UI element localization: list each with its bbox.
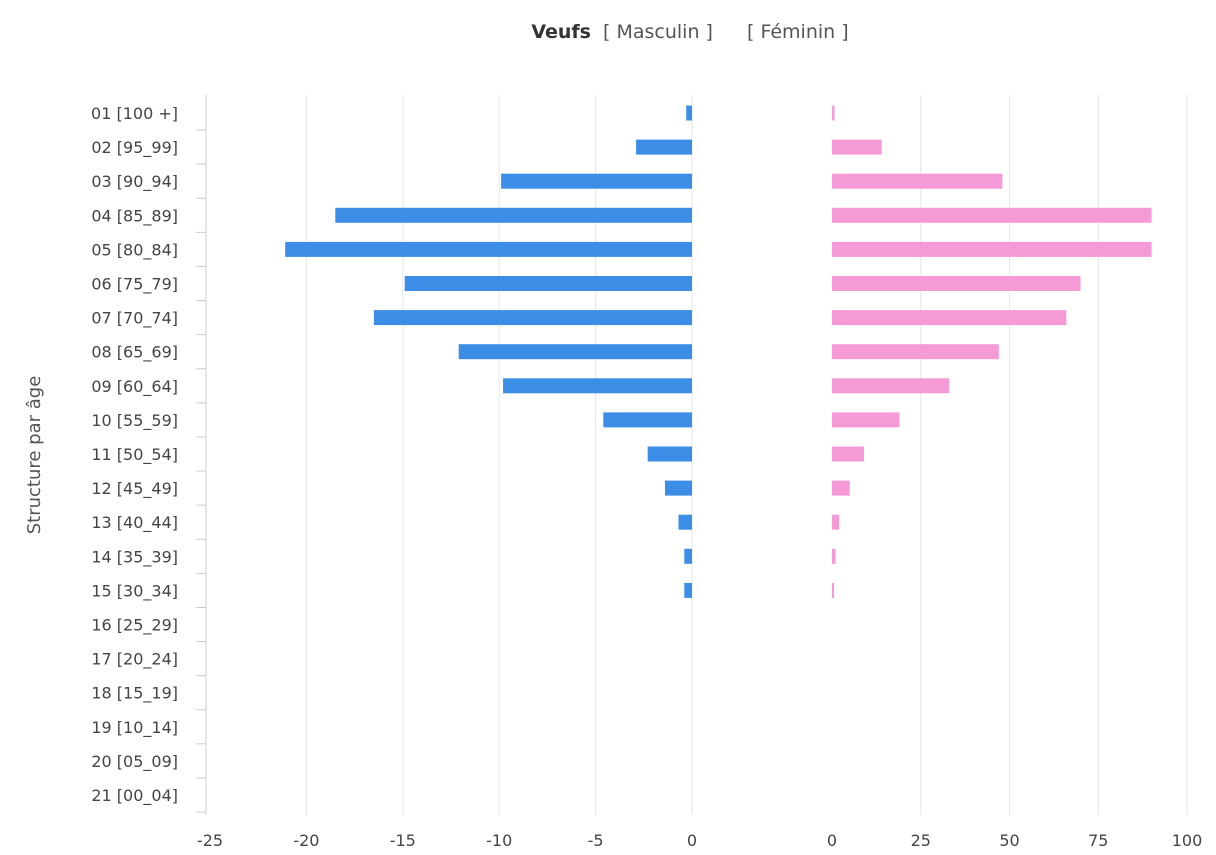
bar-masculin[interactable] xyxy=(665,480,692,496)
bar-masculin[interactable] xyxy=(603,412,692,428)
bar-feminin[interactable] xyxy=(832,139,882,155)
bar-feminin[interactable] xyxy=(832,207,1152,223)
category-label: 15 [30_34] xyxy=(91,581,178,601)
x-tick-label-left: -20 xyxy=(293,831,319,850)
bar-feminin[interactable] xyxy=(832,446,864,462)
category-label: 21 [00_04] xyxy=(91,786,178,806)
x-tick-label-left: 0 xyxy=(687,831,697,850)
category-label: 18 [15_19] xyxy=(91,684,178,704)
legend-masculin[interactable]: [ Masculin ] xyxy=(603,21,713,43)
bar-masculin[interactable] xyxy=(678,514,692,530)
category-label: 02 [95_99] xyxy=(91,138,178,158)
bar-masculin[interactable] xyxy=(686,105,692,121)
bar-masculin[interactable] xyxy=(684,582,692,598)
y-axis-label: Structure par âge xyxy=(24,376,45,535)
x-tick-label-left: -5 xyxy=(588,831,604,850)
bar-feminin[interactable] xyxy=(832,241,1152,257)
bar-feminin[interactable] xyxy=(832,548,836,564)
chart-title: Veufs [ Masculin ] [ Féminin ] xyxy=(531,21,848,43)
x-tick-label-left: -10 xyxy=(486,831,512,850)
category-axis xyxy=(196,95,207,815)
category-label: 17 [20_24] xyxy=(91,650,178,670)
svg-text:Veufs [ Masculin ]: Veufs [ Masculin ] [ Féminin ] xyxy=(531,21,848,43)
bar-masculin[interactable] xyxy=(503,378,692,394)
bar-masculin[interactable] xyxy=(636,139,692,155)
x-tick-label-right: 50 xyxy=(999,831,1019,850)
feminin-x-ticks: 0 25 50 75 100 xyxy=(827,831,1202,850)
masculin-x-ticks: -25 -20 -15 -10 -5 0 xyxy=(197,831,697,850)
x-tick-label-left: -15 xyxy=(390,831,416,850)
category-label: 08 [65_69] xyxy=(91,343,178,363)
category-label: 04 [85_89] xyxy=(91,206,178,226)
bar-masculin[interactable] xyxy=(373,310,692,326)
category-label: 16 [25_29] xyxy=(91,616,178,636)
category-label: 06 [75_79] xyxy=(91,275,178,295)
grid-lines xyxy=(305,95,1188,815)
category-label: 07 [70_74] xyxy=(91,309,178,329)
bar-feminin[interactable] xyxy=(832,105,835,121)
category-label: 12 [45_49] xyxy=(91,479,178,499)
category-label: 14 [35_39] xyxy=(91,547,178,567)
category-label: 19 [10_14] xyxy=(91,718,178,738)
category-label: 11 [50_54] xyxy=(91,445,178,465)
category-label: 09 [60_64] xyxy=(91,377,178,397)
x-tick-label-right: 75 xyxy=(1088,831,1108,850)
legend-feminin[interactable]: [ Féminin ] xyxy=(747,21,849,43)
bar-masculin[interactable] xyxy=(404,276,692,291)
bar-feminin[interactable] xyxy=(832,514,840,530)
bar-feminin[interactable] xyxy=(832,310,1067,326)
bar-feminin[interactable] xyxy=(832,344,999,360)
category-labels: 01 [100 +] 02 [95_99] 03 [90_94] 04 [85_89]… xyxy=(91,104,178,806)
bar-feminin[interactable] xyxy=(832,173,1003,189)
category-label: 03 [90_94] xyxy=(91,172,178,192)
category-label: 01 [100 +] xyxy=(91,104,178,123)
bar-masculin[interactable] xyxy=(647,446,692,462)
bar-feminin[interactable] xyxy=(832,276,1081,291)
x-tick-label-left: -25 xyxy=(197,831,223,850)
category-label: 10 [55_59] xyxy=(91,411,178,431)
x-tick-label-right: 25 xyxy=(911,831,931,850)
bar-feminin[interactable] xyxy=(832,378,950,394)
bar-masculin[interactable] xyxy=(285,241,692,257)
bar-feminin[interactable] xyxy=(832,582,834,598)
category-label: 05 [80_84] xyxy=(91,240,178,260)
bar-masculin[interactable] xyxy=(684,548,692,564)
bar-feminin[interactable] xyxy=(832,412,900,428)
category-label: 13 [40_44] xyxy=(91,513,178,533)
category-label: 20 [05_09] xyxy=(91,752,178,772)
masculin-bars xyxy=(285,105,692,598)
title-veufs: Veufs xyxy=(531,21,591,43)
bar-masculin[interactable] xyxy=(458,344,692,360)
feminin-bars xyxy=(832,105,1152,598)
x-tick-label-right: 100 xyxy=(1172,831,1203,850)
bar-masculin[interactable] xyxy=(335,207,692,223)
x-tick-label-right: 0 xyxy=(827,831,837,850)
bar-masculin[interactable] xyxy=(501,173,692,189)
bar-feminin[interactable] xyxy=(832,480,850,496)
